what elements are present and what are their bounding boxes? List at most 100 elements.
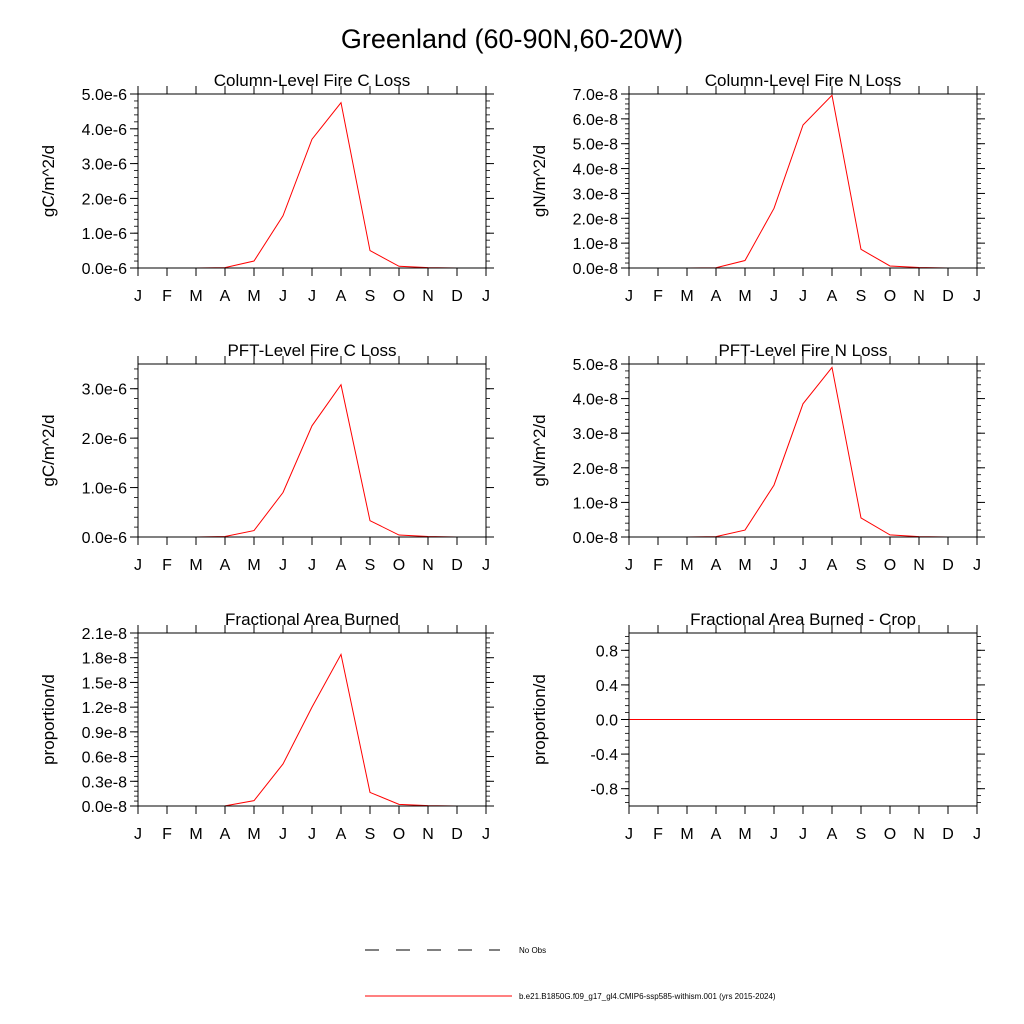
y-tick-label: 0.0e-6	[82, 530, 127, 547]
chart-panel: PFT-Level Fire N Loss gN/m^2/d 0.0e-8 1.0e-…	[530, 341, 985, 574]
x-tick-label: A	[336, 288, 347, 305]
y-axis-label: proportion/d	[39, 674, 58, 765]
x-tick-label: S	[856, 288, 867, 305]
x-tick-label: F	[653, 288, 663, 305]
y-tick-label: 4.0e-8	[573, 162, 618, 179]
y-tick-label: 0.3e-8	[82, 774, 127, 791]
x-tick-label: A	[220, 557, 231, 574]
y-tick-label: 2.0e-8	[573, 211, 618, 228]
x-tick-label: N	[913, 557, 925, 574]
x-tick-label: J	[482, 557, 490, 574]
x-tick-label: A	[711, 557, 722, 574]
series-line	[138, 101, 486, 269]
y-tick-label: 0.0e-8	[573, 530, 618, 547]
x-tick-label: A	[220, 288, 231, 305]
plot-frame	[628, 632, 978, 807]
y-tick-label: 1.5e-8	[82, 675, 127, 692]
x-tick-label: O	[393, 826, 405, 843]
x-tick-label: S	[365, 288, 376, 305]
x-tick-label: N	[422, 826, 434, 843]
panel-title: Fractional Area Burned	[225, 610, 399, 629]
x-tick-label: J	[799, 288, 807, 305]
y-tick-label: -0.8	[590, 782, 618, 799]
x-tick-label: J	[625, 288, 633, 305]
plot-frame	[628, 363, 978, 538]
y-tick-label: 3.0e-8	[573, 186, 618, 203]
x-tick-label: J	[308, 557, 316, 574]
y-axis-label: proportion/d	[530, 674, 549, 765]
x-tick-label: O	[884, 288, 896, 305]
y-tick-label: 2.0e-8	[573, 461, 618, 478]
y-tick-label: 3.0e-6	[82, 382, 127, 399]
x-tick-label: N	[422, 288, 434, 305]
plot-frame	[137, 632, 487, 807]
x-tick-label: M	[189, 288, 202, 305]
x-tick-label: D	[942, 288, 954, 305]
y-tick-label: 5.0e-6	[82, 87, 127, 104]
y-tick-label: 0.9e-8	[82, 725, 127, 742]
x-tick-label: F	[653, 826, 663, 843]
series-line	[629, 366, 977, 538]
x-tick-label: N	[913, 288, 925, 305]
series-line	[138, 652, 486, 807]
y-tick-label: 1.0e-6	[82, 481, 127, 498]
panel-title: Column-Level Fire N Loss	[705, 71, 902, 90]
x-tick-label: F	[653, 557, 663, 574]
x-tick-label: J	[625, 557, 633, 574]
x-tick-label: F	[162, 288, 172, 305]
x-tick-label: J	[134, 826, 142, 843]
x-tick-label: F	[162, 826, 172, 843]
x-tick-label: D	[942, 826, 954, 843]
y-tick-label: 4.0e-8	[573, 392, 618, 409]
y-tick-label: 7.0e-8	[573, 87, 618, 104]
x-tick-label: A	[827, 557, 838, 574]
x-tick-label: A	[336, 826, 347, 843]
y-tick-label: 0.0e-8	[573, 261, 618, 278]
y-tick-label: 0.4	[596, 678, 618, 695]
y-tick-label: -0.4	[590, 747, 618, 764]
y-tick-label: 3.0e-8	[573, 426, 618, 443]
plot-frame	[628, 93, 978, 269]
plot-frame	[137, 363, 487, 538]
x-tick-label: J	[973, 557, 981, 574]
x-tick-label: J	[770, 288, 778, 305]
series-line	[138, 383, 486, 538]
x-tick-label: J	[308, 826, 316, 843]
y-tick-label: 0.0	[596, 713, 618, 730]
x-tick-label: D	[451, 826, 463, 843]
x-tick-label: M	[738, 826, 751, 843]
x-tick-label: S	[365, 557, 376, 574]
x-tick-label: M	[680, 557, 693, 574]
series-line	[629, 94, 977, 269]
x-tick-label: M	[247, 557, 260, 574]
x-tick-label: J	[973, 826, 981, 843]
x-tick-label: J	[308, 288, 316, 305]
x-tick-label: M	[680, 826, 693, 843]
x-tick-label: N	[913, 826, 925, 843]
x-tick-label: A	[711, 288, 722, 305]
chart-panel: Fractional Area Burned - Crop proportion/…	[530, 610, 985, 843]
x-tick-label: J	[482, 288, 490, 305]
x-tick-label: J	[482, 826, 490, 843]
x-tick-label: M	[738, 557, 751, 574]
y-tick-label: 2.0e-6	[82, 431, 127, 448]
x-tick-label: J	[279, 826, 287, 843]
y-tick-label: 1.0e-8	[573, 495, 618, 512]
plot-frame	[137, 93, 487, 269]
legend-label: No Obs	[519, 946, 546, 955]
x-tick-label: N	[422, 557, 434, 574]
x-tick-label: J	[770, 557, 778, 574]
x-tick-label: M	[189, 557, 202, 574]
x-tick-label: M	[247, 288, 260, 305]
x-tick-label: D	[942, 557, 954, 574]
legend-label: b.e21.B1850G.f09_g17_gl4.CMIP6-ssp585-wi…	[519, 992, 776, 1001]
x-tick-label: J	[799, 826, 807, 843]
panels: Column-Level Fire C Loss gC/m^2/d 0.0e-6 1.…	[39, 71, 985, 843]
legend: No Obs b.e21.B1850G.f09_g17_gl4.CMIP6-ssp…	[365, 946, 776, 1001]
x-tick-label: S	[856, 557, 867, 574]
x-tick-label: J	[799, 557, 807, 574]
figure-title: Greenland (60-90N,60-20W)	[341, 24, 683, 54]
chart-panel: Fractional Area Burned proportion/d 0.0e-8…	[39, 610, 494, 843]
x-tick-label: A	[220, 826, 231, 843]
